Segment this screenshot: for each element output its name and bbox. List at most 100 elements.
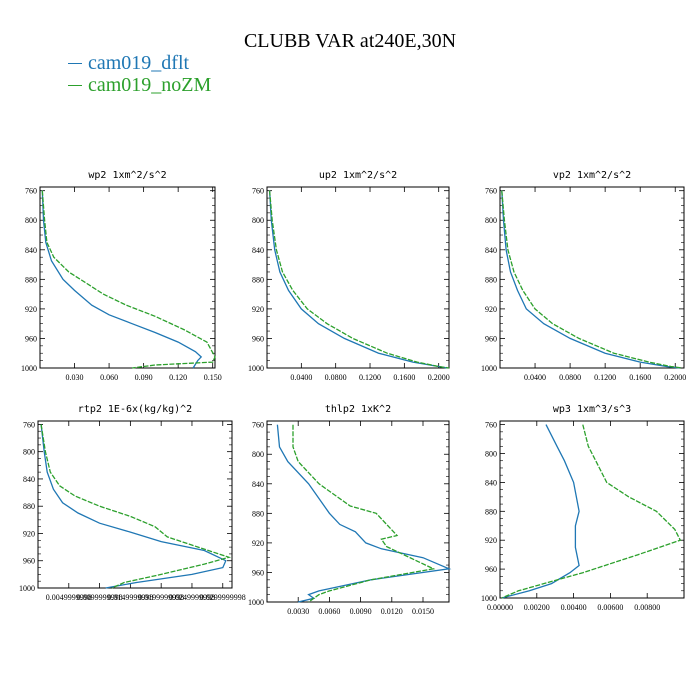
x-tick-label: 0.0099999998 — [77, 593, 123, 602]
x-tick-label: 0.150 — [204, 373, 222, 382]
y-tick-label: 960 — [252, 568, 264, 577]
y-tick-label: 840 — [485, 478, 497, 487]
chart-title: up2 1xm^2/s^2 — [319, 170, 397, 181]
y-tick-label: 960 — [23, 557, 35, 566]
y-tick-label: 1000 — [481, 594, 497, 603]
plot-frame — [39, 186, 216, 369]
y-tick-label: 840 — [252, 246, 264, 255]
y-tick-label: 960 — [485, 565, 497, 574]
y-tick-label: 880 — [252, 275, 264, 284]
series-line-dflt — [41, 190, 203, 369]
series-line-nozm — [292, 424, 436, 603]
legend-swatch-nozm — [68, 85, 82, 86]
chart-title: vp2 1xm^2/s^2 — [553, 170, 631, 181]
y-tick-label: 920 — [23, 529, 35, 538]
x-tick-label: 0.090 — [135, 373, 153, 382]
y-tick-label: 760 — [252, 187, 264, 196]
x-tick-label: 0.00000 — [487, 603, 513, 612]
y-tick-label: 760 — [25, 187, 37, 196]
x-tick-label: 0.0400 — [524, 373, 546, 382]
x-tick-label: 0.2000 — [664, 373, 686, 382]
chart-title: thlp2 1xK^2 — [325, 404, 391, 415]
x-tick-label: 0.0299999998 — [200, 593, 246, 602]
y-tick-label: 920 — [25, 305, 37, 314]
legend-item-nozm: cam019_noZM — [68, 74, 211, 97]
x-tick-label: 0.0149999998 — [107, 593, 153, 602]
x-tick-label: 0.00800 — [634, 603, 660, 612]
y-tick-label: 840 — [23, 475, 35, 484]
series-line-nozm — [501, 424, 682, 599]
y-tick-label: 880 — [23, 502, 35, 511]
y-tick-label: 840 — [485, 246, 497, 255]
chart-title: rtp2 1E-6x(kg/kg)^2 — [78, 404, 192, 415]
plot-frame — [499, 420, 685, 599]
series-line-dflt — [501, 424, 580, 599]
series-line-dflt — [40, 424, 227, 589]
x-tick-label: 0.0049999998 — [46, 593, 92, 602]
chart-panel-3: vp2 1xm^2/s^2 760 800 840 880 920 960 1000 0.040… — [481, 170, 686, 382]
y-tick-label: 800 — [485, 450, 497, 459]
y-tick-label: 1000 — [21, 364, 37, 373]
plot-frame — [37, 420, 233, 589]
y-tick-label: 800 — [252, 450, 264, 459]
x-tick-label: 0.0249999998 — [169, 593, 215, 602]
x-tick-label: 0.1200 — [359, 373, 381, 382]
x-tick-label: 0.00200 — [524, 603, 550, 612]
y-tick-label: 960 — [252, 334, 264, 343]
x-tick-label: 0.0150 — [412, 607, 434, 616]
x-tick-label: 0.060 — [100, 373, 118, 382]
x-tick-label: 0.1600 — [629, 373, 651, 382]
series-line-dflt — [268, 190, 448, 369]
x-tick-label: 0.1600 — [393, 373, 415, 382]
y-tick-label: 920 — [252, 305, 264, 314]
y-tick-label: 760 — [23, 420, 35, 429]
y-tick-label: 1000 — [248, 598, 264, 607]
y-tick-label: 880 — [485, 275, 497, 284]
y-tick-label: 840 — [25, 246, 37, 255]
x-tick-label: 0.0199999998 — [138, 593, 184, 602]
y-tick-label: 760 — [252, 421, 264, 430]
x-tick-label: 0.0030 — [287, 607, 309, 616]
x-tick-label: 0.0090 — [350, 607, 372, 616]
y-tick-label: 920 — [252, 539, 264, 548]
x-tick-label: 0.0400 — [290, 373, 312, 382]
chart-panel-6: wp3 1xm^3/s^3 760 800 840 880 920 960 10000.000… — [481, 404, 685, 612]
x-tick-label: 0.030 — [66, 373, 84, 382]
x-tick-label: 0.00600 — [597, 603, 623, 612]
chart-panel-1: wp2 1xm^2/s^2 760 800 840 880 920 960 1000 0.030… — [21, 170, 222, 382]
x-tick-label: 0.0800 — [559, 373, 581, 382]
y-tick-label: 920 — [485, 305, 497, 314]
y-tick-label: 800 — [23, 448, 35, 457]
y-tick-label: 800 — [25, 216, 37, 225]
series-line-dflt — [501, 190, 680, 369]
x-tick-label: 0.0120 — [381, 607, 403, 616]
y-tick-label: 840 — [252, 480, 264, 489]
y-tick-label: 760 — [485, 187, 497, 196]
y-tick-label: 800 — [485, 216, 497, 225]
y-tick-label: 880 — [485, 507, 497, 516]
y-tick-label: 880 — [252, 509, 264, 518]
series-line-nozm — [268, 190, 450, 369]
series-line-nozm — [41, 190, 216, 369]
x-tick-label: 0.2000 — [428, 373, 450, 382]
y-tick-label: 920 — [485, 536, 497, 545]
legend-swatch-dflt — [68, 63, 82, 64]
chart-title: wp3 1xm^3/s^3 — [553, 404, 631, 415]
chart-panel-5: thlp2 1xK^2 760 800 840 880 920 960 1000 0.0030 0… — [248, 404, 452, 616]
y-tick-label: 760 — [485, 421, 497, 430]
legend-label-dflt: cam019_dflt — [88, 52, 190, 74]
chart-panel-2: up2 1xm^2/s^2 760 800 840 880 920 960 1000 0.040… — [248, 170, 450, 382]
y-tick-label: 960 — [485, 334, 497, 343]
x-tick-label: 0.0060 — [318, 607, 340, 616]
x-tick-label: 0.0800 — [325, 373, 347, 382]
plot-frame — [266, 186, 450, 369]
series-line-nozm — [40, 424, 232, 589]
series-line-nozm — [501, 190, 683, 369]
legend-label-nozm: cam019_noZM — [88, 74, 212, 96]
y-tick-label: 1000 — [481, 364, 497, 373]
y-tick-label: 880 — [25, 275, 37, 284]
y-tick-label: 1000 — [248, 364, 264, 373]
x-tick-label: 0.1200 — [594, 373, 616, 382]
y-tick-label: 960 — [25, 334, 37, 343]
